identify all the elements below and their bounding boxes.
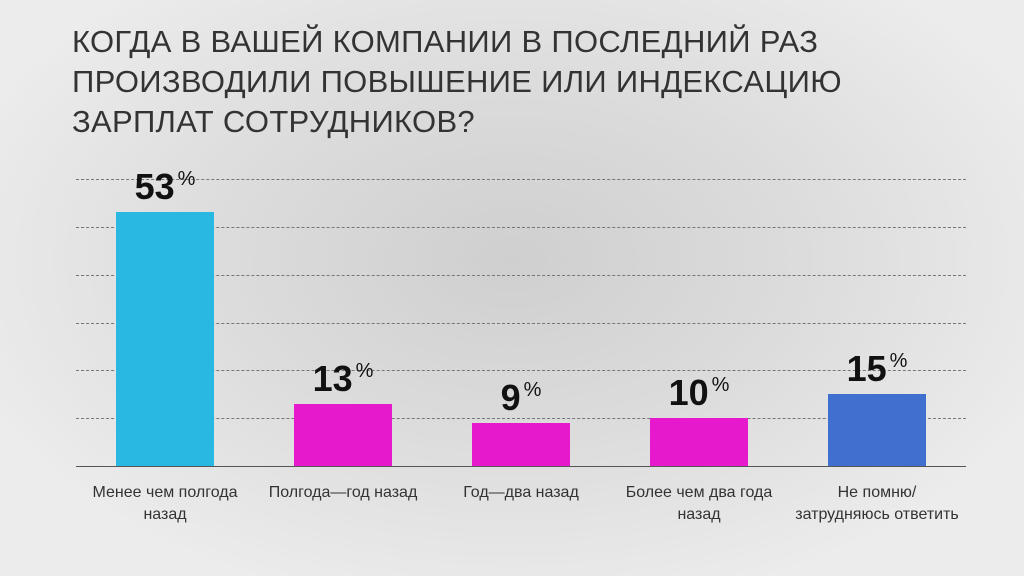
value-number: 15 (846, 348, 887, 390)
value-number: 13 (312, 357, 353, 399)
value-unit: % (711, 374, 730, 397)
category-label: Менее чем полгода назад (92, 484, 238, 523)
bar (472, 422, 570, 466)
value-unit: % (523, 378, 542, 401)
value-number: 53 (134, 166, 175, 208)
grid-line (76, 274, 966, 276)
value-unit: % (177, 168, 196, 191)
category-label: Полгода—год назад (268, 484, 418, 501)
value-number: 9 (500, 376, 521, 418)
bar (294, 403, 392, 466)
grid-line (76, 322, 966, 324)
value-label: 53% (85, 166, 245, 208)
grid-line (76, 226, 966, 228)
chart-title: КОГДА В ВАШЕЙ КОМПАНИИ В ПОСЛЕДНИЙ РАЗ П… (72, 24, 842, 139)
grid-line (76, 370, 966, 372)
value-label: 15% (797, 348, 957, 390)
category-label: Год—два назад (463, 484, 579, 501)
value-unit: % (889, 350, 908, 373)
baseline (76, 466, 966, 467)
grid-line (76, 418, 966, 420)
value-number: 10 (668, 372, 709, 414)
category-label: Более чем два года назад (625, 484, 773, 523)
bar (828, 394, 926, 466)
value-unit: % (355, 359, 374, 382)
grid-line (76, 179, 966, 180)
category-label: Не помню/затрудняюсь ответить (795, 484, 959, 523)
bar (650, 418, 748, 466)
bar (116, 212, 214, 466)
value-label: 13% (263, 358, 423, 400)
value-label: 9% (441, 377, 601, 419)
value-label: 10% (619, 372, 779, 414)
